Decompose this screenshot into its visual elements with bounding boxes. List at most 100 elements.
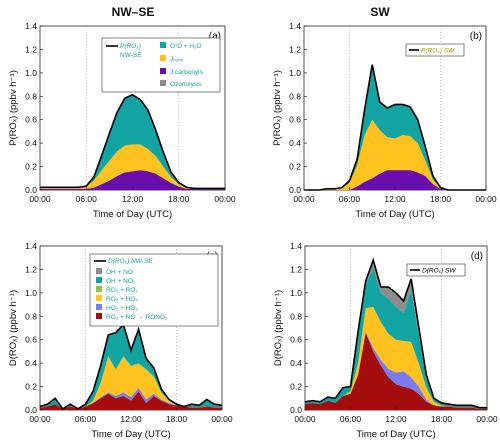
legend-label-oh_no2: OH + NO₂ [106,278,136,285]
legend: D(ROₓ) NW-SE OH + NO OH + NO₂ RO₂ + RO₂ RO₂ … [89,253,219,327]
y-tick-label: 0.2 [25,162,37,172]
y-tick-label: 0.6 [25,335,37,345]
x-tick-label: 18:00 [166,414,188,424]
legend-label-total-sub: NW-SE [120,52,142,59]
x-tick-label: 00:00 [475,194,497,204]
y-tick-label: 1.2 [25,44,37,54]
y-axis-label: P(ROₓ) (ppbv h⁻¹) [272,70,283,146]
series-area-ro2_ho2 [40,357,222,409]
series-area-carbonyls [304,170,486,190]
total-line [304,64,486,191]
series-area-oh_no2 [305,268,487,409]
legend-swatch-ozonolysis [160,80,166,86]
x-tick-label: 06:00 [76,194,98,204]
panel-label: (b) [470,31,482,42]
y-tick-label: 1.0 [25,68,37,78]
x-tick-label: 00:00 [214,194,236,204]
x-tick-label: 00:00 [29,194,51,204]
x-tick-label: 00:00 [211,414,233,424]
legend-label-carbonyls: J carbonyls [170,69,204,76]
legend-label-ro2_rono2: RO₂ + NO → RONO₂ [106,314,168,321]
y-tick-label: 0.8 [289,91,301,101]
legend-swatch-ro2_ho2 [96,295,102,301]
series-area-ho2_ho2 [40,387,222,409]
series-area-ro2_rono2 [305,332,487,410]
y-tick-label: 0.0 [25,185,37,195]
y-axis-label: P(ROₓ) (ppbv h⁻¹) [8,70,19,146]
series-area-ro2_ro2 [40,356,222,409]
y-tick-label: 0.6 [290,335,302,345]
x-tick-label: 12:00 [385,414,407,424]
legend: D(ROₓ) SW [406,263,466,277]
legend-swatch-oh_no [96,268,102,274]
series-area-hono [304,119,486,190]
y-tick-label: 0.4 [25,358,37,368]
legend-swatch-o1d [160,42,166,48]
y-tick-label: 0.6 [25,115,37,125]
series-area-o1d [304,64,486,190]
legend-label-ho2_ho2: HO₂ + HO₂ [106,305,138,312]
y-tick-label: 0.2 [25,382,37,392]
panel-label: (d) [471,251,483,262]
panel-3: 0.0 0.2 0.4 0.6 0.8 1.0 1.2 1.4 00:00 06:00 12:00 1… [273,241,498,440]
y-tick-label: 0.2 [290,382,302,392]
series-area-carbonyls [40,170,225,190]
x-axis-label: Time of Day (UTC) [356,429,435,440]
y-tick-label: 1.4 [290,241,302,251]
header-left: NW–SE [112,5,155,19]
x-tick-label: 18:00 [431,414,453,424]
series-area-o1d [40,95,225,189]
legend-swatch-ro2_rono2 [96,313,102,319]
legend-label-hono: Jₕₒₙₒ [170,56,184,63]
x-axis-label: Time of Day (UTC) [93,209,172,220]
panel-2: 0.0 0.2 0.4 0.6 0.8 1.0 1.2 1.4 00:00 06:00 12:00 1… [8,241,233,440]
total-line [304,257,487,409]
total-line [40,93,225,190]
x-tick-label: 12:00 [384,194,406,204]
x-tick-label: 12:00 [120,414,142,424]
y-tick-label: 1.4 [25,241,37,251]
x-tick-label: 00:00 [29,414,51,424]
legend-swatch-hono [160,55,166,61]
y-tick-label: 1.2 [290,264,302,274]
y-tick-label: 0.8 [290,311,302,321]
y-tick-label: 1.4 [25,21,37,31]
legend: P(ROₓ) SW [405,43,465,57]
y-tick-label: 0.6 [289,115,301,125]
total-line [39,322,223,410]
y-tick-label: 1.4 [289,21,301,31]
legend-box [405,43,465,57]
x-tick-label: 06:00 [340,414,362,424]
x-tick-label: 00:00 [293,194,315,204]
legend-label-total: D(ROₓ) SW [422,268,456,275]
legend-box [89,253,219,327]
x-axis-label: Time of Day (UTC) [355,209,434,220]
series-area-ro2_ho2 [305,306,487,409]
y-axis-label: D(ROₓ) (ppbv h⁻¹) [273,290,284,366]
panel-label: (a) [209,31,221,42]
legend-label-ro2_ro2: RO₂ + RO₂ [106,287,138,294]
y-tick-label: 0.4 [25,138,37,148]
y-axis-label: D(ROₓ) (ppbv h⁻¹) [8,290,19,366]
y-tick-label: 1.2 [289,44,301,54]
legend-swatch-carbonyls [160,68,166,74]
legend-label-total: P(ROₓ) SW [421,48,455,55]
legend-swatch-ho2_ho2 [96,304,102,310]
x-tick-label: 00:00 [294,414,316,424]
legend-box [406,263,466,277]
y-tick-label: 0.0 [289,185,301,195]
y-tick-label: 0.8 [25,311,37,321]
legend-label-total: P(ROₓ) [120,43,141,50]
legend-label-ozonolysis: Ozonolysis [170,81,203,88]
legend-label-oh_no: OH + NO [106,269,133,276]
x-axis-label: Time of Day (UTC) [91,429,170,440]
x-tick-label: 18:00 [168,194,190,204]
y-tick-label: 0.0 [290,405,302,415]
x-tick-label: 06:00 [75,414,97,424]
y-tick-label: 0.0 [25,405,37,415]
legend: P(ROₓ) NW-SE O¹D + H₂O Jₕₒₙₒ J carbonyls Ozon… [101,37,221,93]
y-tick-label: 1.0 [289,68,301,78]
y-tick-label: 0.8 [25,91,37,101]
x-tick-label: 06:00 [339,194,361,204]
